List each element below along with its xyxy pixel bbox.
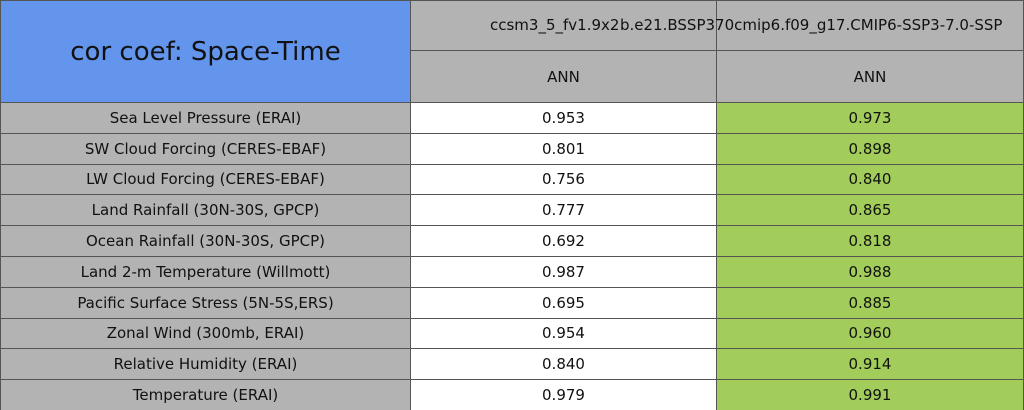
value-cell: 0.979 [410,379,717,410]
season-header-cell: ANN [716,50,1024,103]
value: 0.840 [848,170,892,189]
row-label: SW Cloud Forcing (CERES-EBAF) [84,139,327,158]
value-cell: 0.960 [716,317,1024,350]
value-cell: 0.973 [716,102,1024,134]
value-cell: 0.777 [410,194,717,227]
value-cell: 0.987 [410,256,717,288]
row-label-cell: Sea Level Pressure (ERAI) [0,102,411,134]
table-title: cor coef: Space-Time [70,36,341,67]
value: 0.960 [848,324,892,343]
value-cell: 0.692 [410,225,717,257]
value-cell: 0.953 [410,102,717,134]
value-cell: 0.801 [410,132,717,165]
value: 0.801 [542,139,585,158]
value-cell: 0.840 [716,163,1024,196]
row-label-cell: LW Cloud Forcing (CERES-EBAF) [0,163,411,196]
model-header-cell [410,0,717,51]
row-label-cell: Zonal Wind (300mb, ERAI) [0,317,411,350]
value: 0.914 [848,355,892,374]
value-cell: 0.988 [716,256,1024,288]
row-label: LW Cloud Forcing (CERES-EBAF) [86,170,325,189]
value: 0.954 [542,324,585,343]
value-cell: 0.954 [410,317,717,350]
value-cell: 0.898 [716,132,1024,165]
season-label: ANN [853,67,887,86]
row-label: Relative Humidity (ERAI) [113,355,298,374]
value-cell: 0.695 [410,286,717,319]
value: 0.898 [848,139,892,158]
season-label: ANN [547,67,580,86]
value-cell: 0.840 [410,348,717,381]
value: 0.756 [542,170,585,189]
value: 0.953 [542,108,585,127]
row-label-cell: Land Rainfall (30N-30S, GPCP) [0,194,411,227]
row-label-cell: Relative Humidity (ERAI) [0,348,411,381]
season-header-cell: ANN [410,50,717,103]
row-label: Sea Level Pressure (ERAI) [109,108,302,127]
model-name: b.e21.BSSP370cmip6.f09_g17.CMIP6-SSP3-7.… [620,16,1003,34]
row-label-cell: Temperature (ERAI) [0,379,411,410]
row-label: Temperature (ERAI) [132,386,279,405]
value: 0.695 [542,293,585,312]
value-cell: 0.914 [716,348,1024,381]
value: 0.987 [542,262,585,281]
value-cell: 0.865 [716,194,1024,227]
row-label: Land Rainfall (30N-30S, GPCP) [91,201,320,220]
row-label-cell: SW Cloud Forcing (CERES-EBAF) [0,132,411,165]
value: 0.988 [848,262,892,281]
row-label-cell: Ocean Rainfall (30N-30S, GPCP) [0,225,411,257]
value: 0.865 [848,201,892,220]
value-cell: 0.885 [716,286,1024,319]
value: 0.840 [542,355,585,374]
value-cell: 0.991 [716,379,1024,410]
value: 0.991 [848,386,892,405]
value: 0.885 [848,293,892,312]
value: 0.979 [542,386,585,405]
model-header-cell [716,0,1024,51]
value: 0.777 [542,201,585,220]
model-name: ccsm3_5_fv1.9x2 [490,16,620,34]
value-cell: 0.818 [716,225,1024,257]
value-cell: 0.756 [410,163,717,196]
row-label: Ocean Rainfall (30N-30S, GPCP) [85,232,326,251]
value: 0.973 [848,108,892,127]
row-label-cell: Pacific Surface Stress (5N-5S,ERS) [0,286,411,319]
row-label: Pacific Surface Stress (5N-5S,ERS) [77,293,334,312]
value: 0.692 [542,232,585,251]
row-label: Land 2-m Temperature (Willmott) [80,262,331,281]
row-label-cell: Land 2-m Temperature (Willmott) [0,256,411,288]
value: 0.818 [848,232,892,251]
row-label: Zonal Wind (300mb, ERAI) [106,324,305,343]
table-title-cell: cor coef: Space-Time [0,0,411,103]
